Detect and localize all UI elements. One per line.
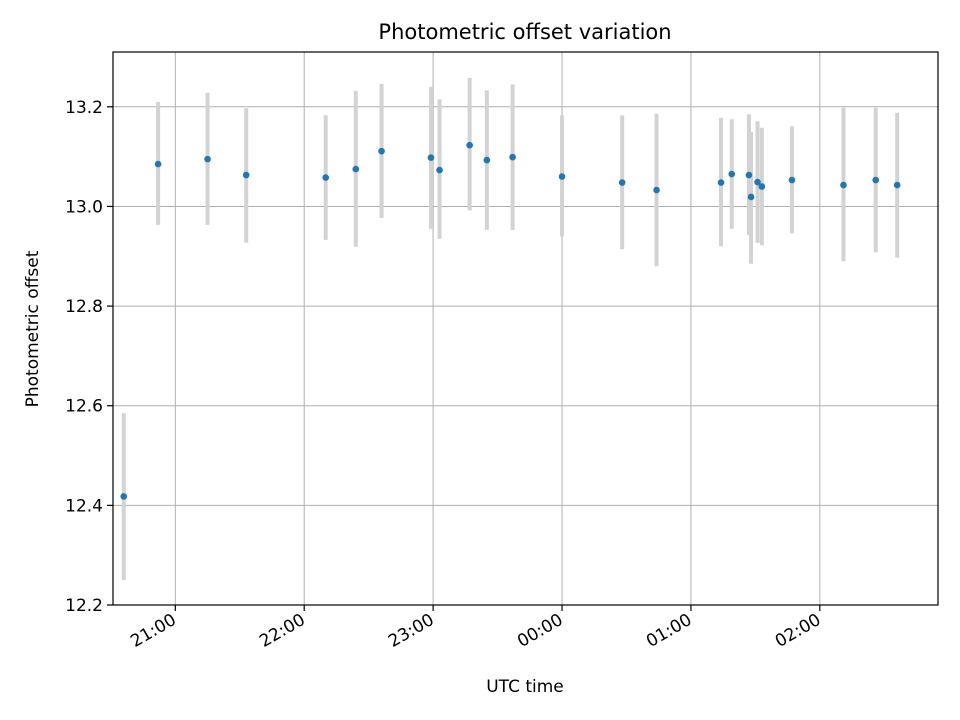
y-axis-label: Photometric offset bbox=[23, 250, 43, 407]
y-tick-label: 12.4 bbox=[65, 496, 103, 516]
y-tick-label: 13.0 bbox=[65, 197, 103, 217]
data-point bbox=[483, 156, 491, 164]
data-point bbox=[747, 193, 755, 201]
data-point bbox=[618, 179, 626, 186]
data-point bbox=[754, 178, 761, 186]
data-points bbox=[120, 141, 901, 500]
data-point bbox=[378, 147, 385, 155]
y-tick-label: 12.8 bbox=[65, 297, 103, 317]
data-point bbox=[120, 493, 128, 500]
data-point bbox=[728, 170, 736, 178]
data-point bbox=[893, 181, 901, 189]
data-point bbox=[204, 155, 211, 163]
data-point bbox=[788, 176, 796, 184]
data-point bbox=[242, 171, 250, 179]
data-point bbox=[436, 166, 443, 174]
data-point bbox=[352, 165, 360, 173]
grid-lines bbox=[113, 52, 938, 606]
data-point bbox=[745, 171, 753, 179]
y-tick-label: 12.6 bbox=[65, 397, 103, 417]
y-tick-label: 13.2 bbox=[65, 98, 103, 118]
data-point bbox=[154, 160, 162, 168]
x-axis-label: UTC time bbox=[486, 677, 564, 697]
data-point bbox=[466, 141, 473, 149]
data-point bbox=[872, 176, 879, 184]
chart-title: Photometric offset variation bbox=[378, 20, 671, 44]
data-point bbox=[717, 179, 725, 186]
data-point bbox=[653, 186, 660, 194]
data-point bbox=[322, 174, 329, 181]
data-point bbox=[427, 154, 435, 161]
y-tick-label: 12.2 bbox=[65, 596, 103, 616]
y-axis-ticks: 12.2 12.4 12.6 12.8 13.0 13.2 bbox=[65, 98, 113, 616]
data-point bbox=[758, 183, 766, 190]
data-point bbox=[509, 153, 516, 161]
data-point bbox=[840, 181, 847, 189]
plot-area-frame bbox=[112, 51, 939, 606]
data-point bbox=[558, 173, 566, 180]
